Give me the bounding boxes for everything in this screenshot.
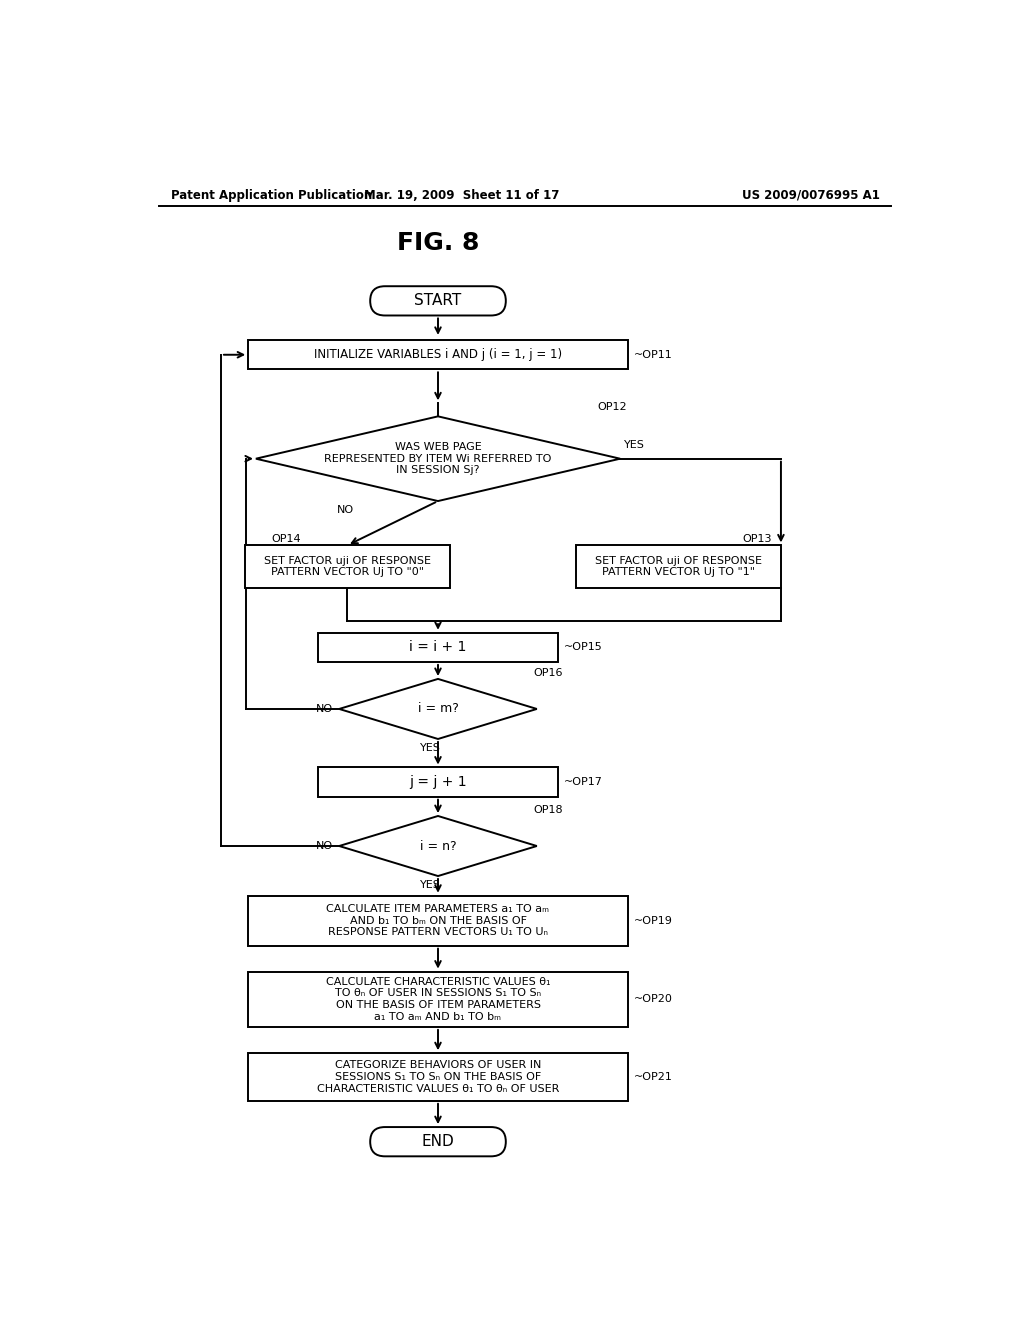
Text: OP14: OP14	[271, 535, 301, 544]
Text: ~OP11: ~OP11	[634, 350, 673, 360]
Bar	[248, 896, 628, 945]
FancyBboxPatch shape	[371, 1127, 506, 1156]
Text: Patent Application Publication: Patent Application Publication	[171, 189, 372, 202]
Text: SET FACTOR uji OF RESPONSE
PATTERN VECTOR Uj TO "1": SET FACTOR uji OF RESPONSE PATTERN VECTO…	[595, 556, 762, 577]
Text: OP18: OP18	[532, 805, 562, 814]
Text: ~OP15: ~OP15	[564, 643, 603, 652]
Text: i = i + 1: i = i + 1	[410, 640, 467, 655]
Text: US 2009/0076995 A1: US 2009/0076995 A1	[741, 189, 880, 202]
Text: ~OP17: ~OP17	[564, 777, 603, 787]
Polygon shape	[339, 816, 537, 876]
Text: OP13: OP13	[742, 535, 772, 544]
Text: j = j + 1: j = j + 1	[410, 775, 467, 789]
Polygon shape	[256, 416, 621, 502]
Text: START: START	[415, 293, 462, 309]
Text: i = m?: i = m?	[418, 702, 459, 715]
Bar	[317, 632, 558, 663]
Text: CALCULATE CHARACTERISTIC VALUES θ₁
TO θₙ OF USER IN SESSIONS S₁ TO Sₙ
ON THE BAS: CALCULATE CHARACTERISTIC VALUES θ₁ TO θₙ…	[326, 977, 550, 1022]
Text: END: END	[422, 1134, 455, 1150]
Bar	[248, 972, 628, 1027]
FancyBboxPatch shape	[371, 286, 506, 315]
Text: SET FACTOR uji OF RESPONSE
PATTERN VECTOR Uj TO "0": SET FACTOR uji OF RESPONSE PATTERN VECTO…	[264, 556, 431, 577]
Text: NO: NO	[315, 704, 333, 714]
Bar	[248, 1053, 628, 1101]
Bar	[245, 545, 450, 587]
Text: ~OP19: ~OP19	[634, 916, 673, 925]
Text: CALCULATE ITEM PARAMETERS a₁ TO aₘ
AND b₁ TO bₘ ON THE BASIS OF
RESPONSE PATTERN: CALCULATE ITEM PARAMETERS a₁ TO aₘ AND b…	[327, 904, 550, 937]
Text: OP12: OP12	[597, 403, 627, 412]
Bar	[317, 767, 558, 797]
Text: YES: YES	[420, 880, 440, 890]
Text: ~OP20: ~OP20	[634, 994, 673, 1005]
Text: CATEGORIZE BEHAVIORS OF USER IN
SESSIONS S₁ TO Sₙ ON THE BASIS OF
CHARACTERISTIC: CATEGORIZE BEHAVIORS OF USER IN SESSIONS…	[316, 1060, 559, 1093]
Text: INITIALIZE VARIABLES i AND j (i = 1, j = 1): INITIALIZE VARIABLES i AND j (i = 1, j =…	[314, 348, 562, 362]
Text: i = n?: i = n?	[420, 840, 457, 853]
Text: YES: YES	[624, 440, 645, 450]
Text: OP16: OP16	[532, 668, 562, 677]
Text: Mar. 19, 2009  Sheet 11 of 17: Mar. 19, 2009 Sheet 11 of 17	[364, 189, 559, 202]
Text: WAS WEB PAGE
REPRESENTED BY ITEM Wi REFERRED TO
IN SESSION Sj?: WAS WEB PAGE REPRESENTED BY ITEM Wi REFE…	[325, 442, 552, 475]
Text: YES: YES	[420, 743, 440, 754]
Bar	[248, 341, 628, 370]
Text: ~OP21: ~OP21	[634, 1072, 673, 1082]
Text: NO: NO	[315, 841, 333, 851]
Text: FIG. 8: FIG. 8	[397, 231, 479, 255]
Text: NO: NO	[337, 506, 353, 515]
Polygon shape	[339, 678, 537, 739]
Bar	[575, 545, 781, 587]
